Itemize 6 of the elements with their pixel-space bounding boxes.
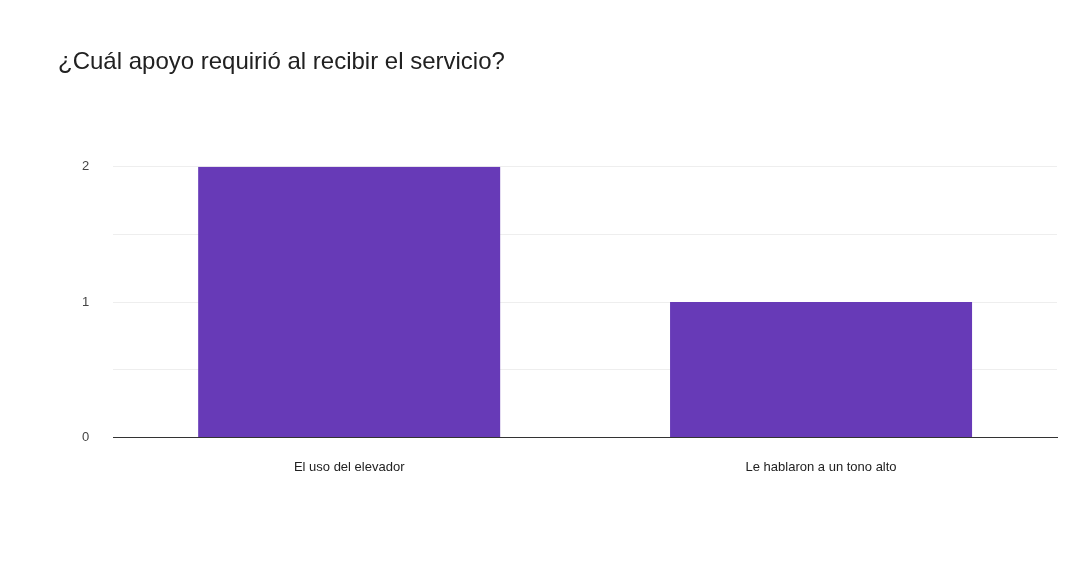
x-tick-label: El uso del elevador xyxy=(293,458,406,474)
y-tick-label: 0 xyxy=(82,428,90,444)
chart-title: ¿Cuál apoyo requirió al recibir el servicio? xyxy=(58,47,505,75)
y-tick-label: 2 xyxy=(82,158,90,174)
x-tick-label: Le hablaron a un tono alto xyxy=(745,458,897,474)
y-tick-label: 1 xyxy=(82,293,90,309)
